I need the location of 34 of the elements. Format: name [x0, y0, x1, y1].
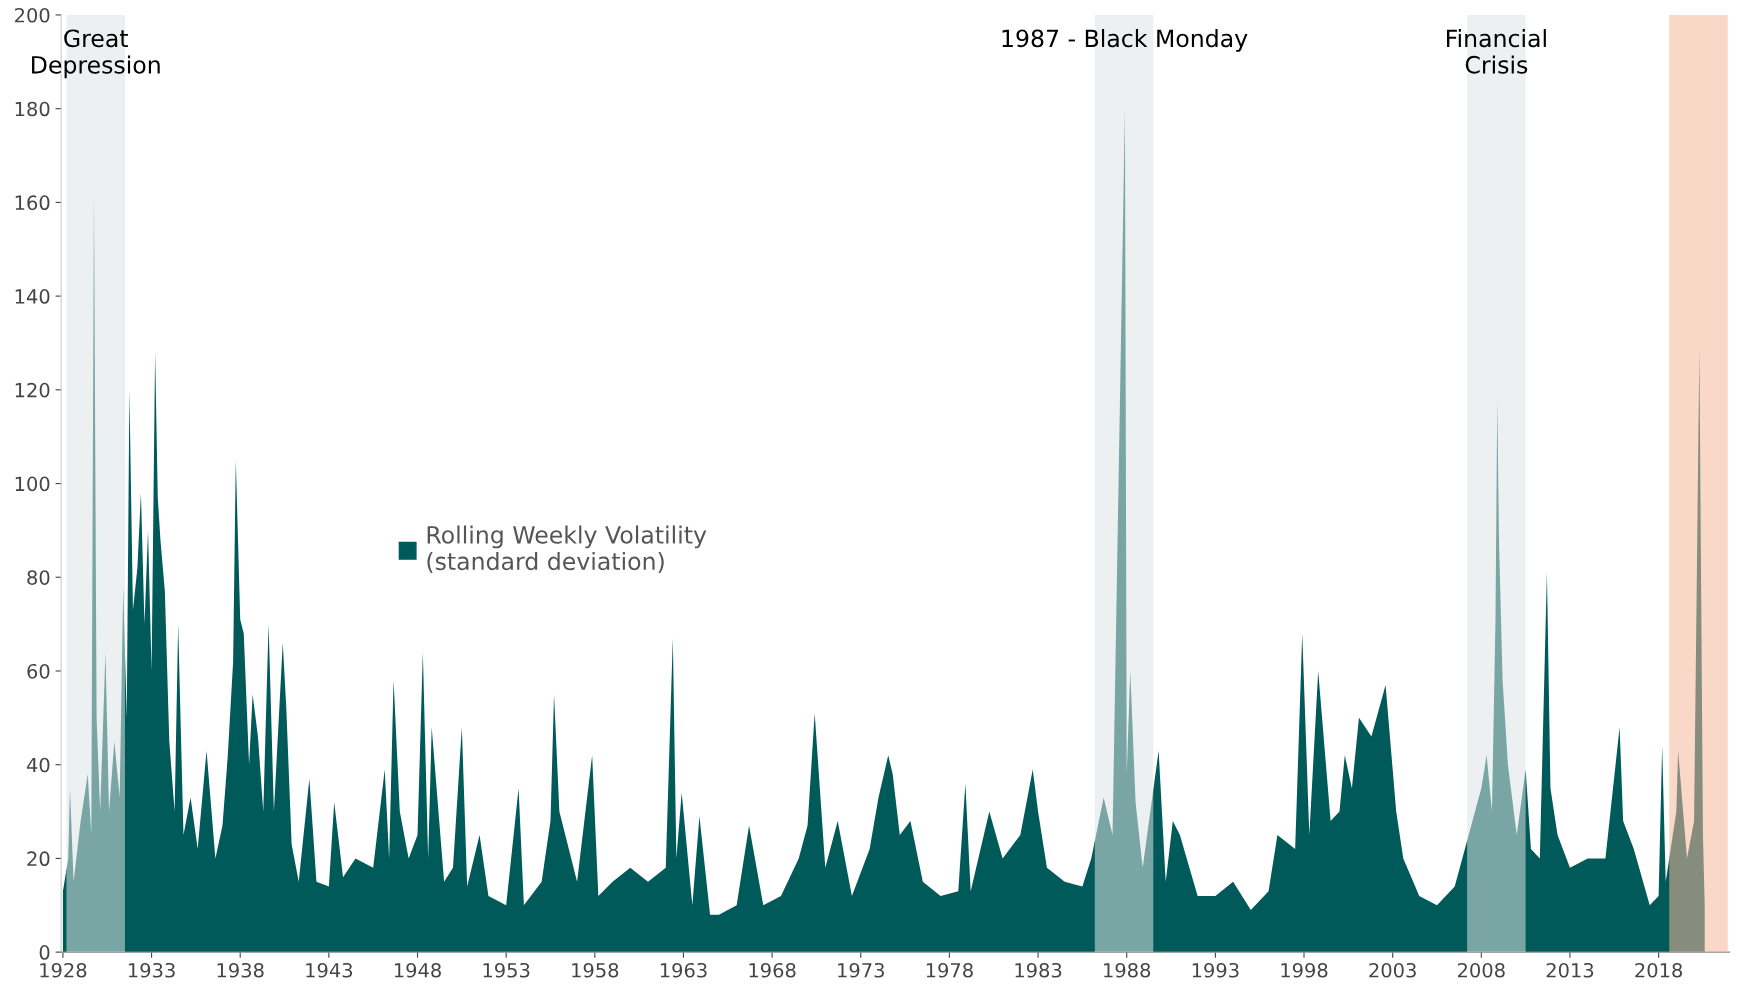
y-tick-label: 0 — [39, 945, 50, 960]
x-tick-label: 1958 — [572, 962, 619, 978]
y-tick-label: 40 — [26, 757, 50, 773]
x-tick-label: 1998 — [1281, 962, 1328, 978]
band-label: 1987 - Black Monday — [1002, 29, 1248, 52]
x-tick-label: 1943 — [306, 962, 353, 978]
x-tick-label: 1948 — [394, 962, 441, 978]
x-tick-label: 2008 — [1457, 962, 1505, 978]
x-tick-label: 1938 — [217, 962, 264, 978]
y-tick-label: 80 — [27, 570, 50, 585]
x-tick-label: 2003 — [1369, 962, 1416, 978]
band-label: Great Depression — [32, 29, 160, 79]
y-tick-label: 140 — [15, 289, 50, 304]
x-tick-label: 1933 — [128, 962, 175, 978]
x-tick-label: 1953 — [483, 962, 530, 978]
x-tick-label: 1928 — [40, 962, 87, 978]
x-tick-label: 1968 — [749, 962, 796, 978]
y-tick-label: 20 — [27, 851, 50, 867]
x-tick-label: 2013 — [1546, 962, 1594, 978]
legend-label: Rolling Weekly Volatility (standard deviation) — [427, 525, 707, 573]
x-tick-label: 1963 — [660, 962, 707, 978]
y-tick-label: 60 — [27, 663, 50, 679]
y-tick-label: 160 — [15, 195, 50, 211]
x-tick-label: 1983 — [1015, 962, 1062, 978]
x-tick-label: 1973 — [838, 962, 884, 978]
y-tick-label: 180 — [15, 101, 50, 117]
band-label: Financial Crisis — [1447, 29, 1546, 74]
y-tick-label: 100 — [15, 476, 50, 492]
x-tick-label: 2018 — [1635, 962, 1683, 978]
x-tick-label: 1993 — [1192, 962, 1239, 978]
y-tick-label: 200 — [15, 7, 50, 23]
x-tick-label: 1988 — [1104, 962, 1151, 978]
x-tick-label: 1978 — [926, 962, 973, 978]
y-tick-label: 120 — [15, 382, 50, 398]
